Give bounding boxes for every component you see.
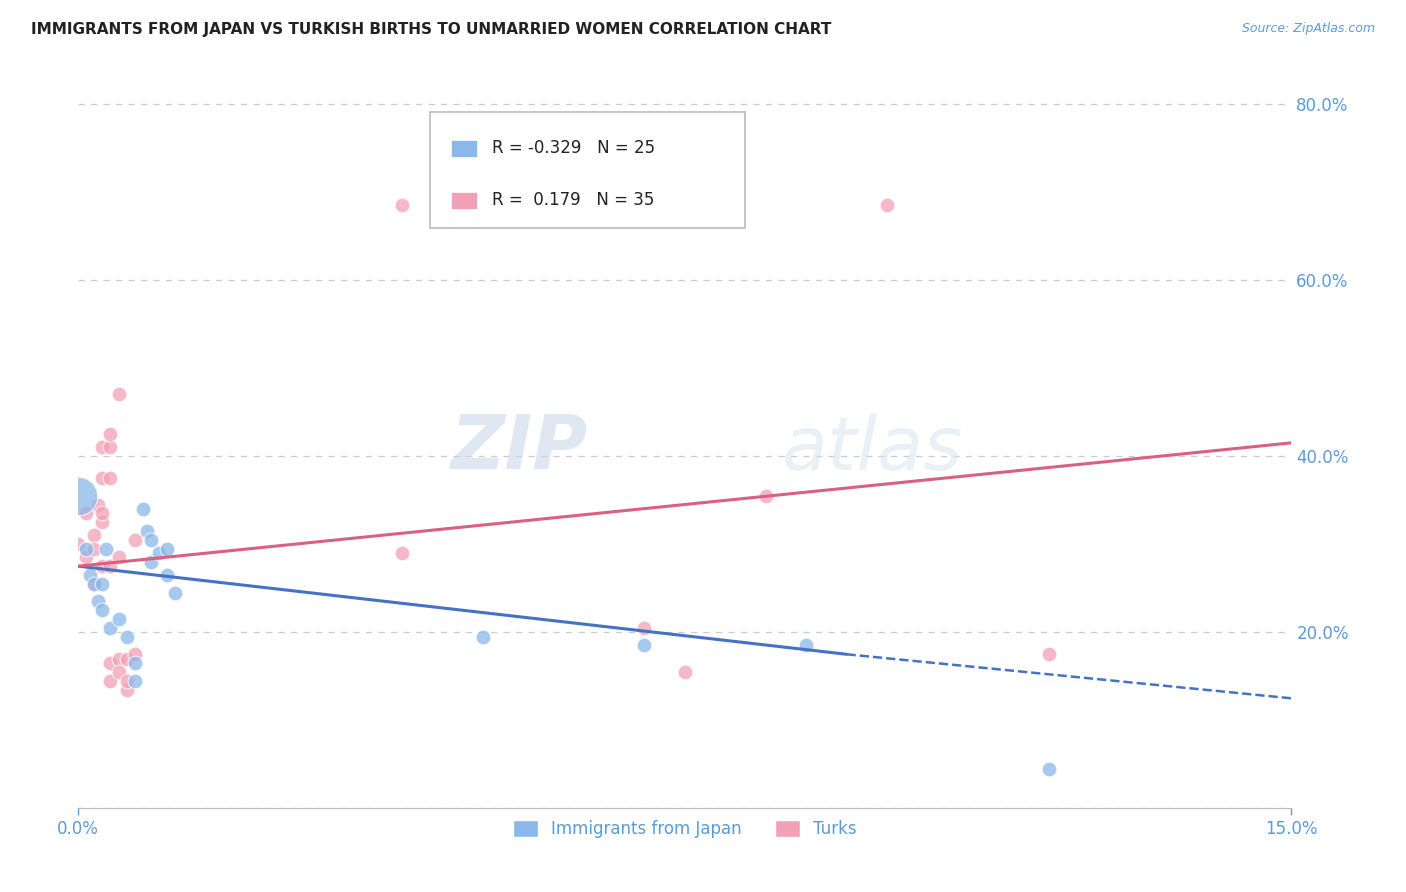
Point bbox=[755, 489, 778, 503]
Point bbox=[91, 515, 114, 529]
Point bbox=[124, 673, 146, 688]
Point bbox=[79, 568, 101, 582]
FancyBboxPatch shape bbox=[450, 140, 477, 157]
Point bbox=[124, 647, 146, 661]
Text: ZIP: ZIP bbox=[450, 412, 588, 485]
Point bbox=[107, 550, 129, 565]
Point bbox=[100, 427, 122, 442]
Point bbox=[67, 489, 90, 503]
Point bbox=[139, 533, 162, 547]
Point bbox=[148, 546, 170, 560]
Text: atlas: atlas bbox=[782, 413, 963, 485]
Point bbox=[91, 506, 114, 520]
FancyBboxPatch shape bbox=[450, 192, 477, 209]
Point bbox=[87, 594, 110, 608]
Point bbox=[91, 603, 114, 617]
Point bbox=[794, 639, 817, 653]
Point bbox=[156, 541, 179, 556]
Point bbox=[391, 198, 413, 212]
Point bbox=[83, 541, 105, 556]
Text: IMMIGRANTS FROM JAPAN VS TURKISH BIRTHS TO UNMARRIED WOMEN CORRELATION CHART: IMMIGRANTS FROM JAPAN VS TURKISH BIRTHS … bbox=[31, 22, 831, 37]
Point bbox=[391, 546, 413, 560]
FancyBboxPatch shape bbox=[430, 112, 745, 228]
Point bbox=[83, 576, 105, 591]
Point bbox=[471, 630, 494, 644]
Point bbox=[100, 471, 122, 485]
Point bbox=[107, 651, 129, 665]
Point bbox=[91, 576, 114, 591]
Text: R = -0.329   N = 25: R = -0.329 N = 25 bbox=[492, 139, 655, 157]
Point bbox=[156, 568, 179, 582]
Point bbox=[100, 440, 122, 454]
Point bbox=[115, 651, 138, 665]
Point bbox=[75, 506, 97, 520]
Point bbox=[115, 630, 138, 644]
Point bbox=[124, 533, 146, 547]
Point bbox=[165, 585, 187, 599]
Point bbox=[107, 387, 129, 401]
Legend: Immigrants from Japan, Turks: Immigrants from Japan, Turks bbox=[506, 814, 863, 845]
Point bbox=[553, 198, 575, 212]
Point bbox=[100, 559, 122, 574]
Point bbox=[75, 541, 97, 556]
Point bbox=[96, 541, 118, 556]
Point bbox=[67, 537, 90, 551]
Point bbox=[135, 524, 157, 538]
Point bbox=[1038, 762, 1060, 776]
Point bbox=[100, 673, 122, 688]
Point bbox=[91, 559, 114, 574]
Text: R =  0.179   N = 35: R = 0.179 N = 35 bbox=[492, 192, 654, 210]
Point bbox=[107, 612, 129, 626]
Point bbox=[91, 471, 114, 485]
Point bbox=[876, 198, 898, 212]
Point bbox=[139, 555, 162, 569]
Point bbox=[115, 673, 138, 688]
Point bbox=[75, 550, 97, 565]
Point bbox=[1038, 647, 1060, 661]
Point bbox=[83, 528, 105, 542]
Point bbox=[673, 665, 696, 679]
Point bbox=[100, 656, 122, 670]
Point bbox=[124, 656, 146, 670]
Point bbox=[83, 576, 105, 591]
Point bbox=[132, 502, 155, 516]
Text: Source: ZipAtlas.com: Source: ZipAtlas.com bbox=[1241, 22, 1375, 36]
Point bbox=[87, 498, 110, 512]
Point bbox=[633, 639, 655, 653]
Point bbox=[91, 440, 114, 454]
Point bbox=[100, 621, 122, 635]
Point bbox=[107, 665, 129, 679]
Point bbox=[115, 682, 138, 697]
Point bbox=[633, 621, 655, 635]
